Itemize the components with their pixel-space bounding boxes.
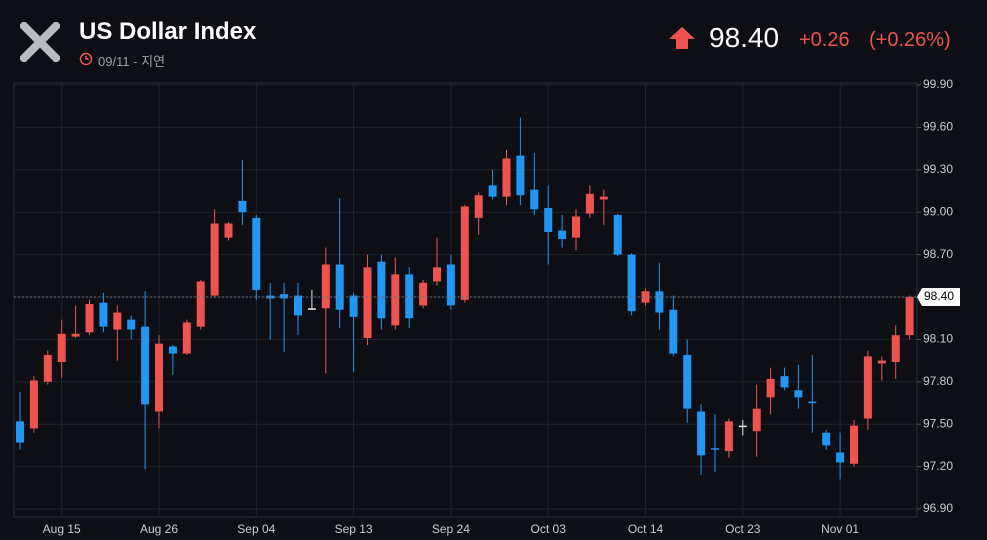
x-tick-label: Oct 23: [725, 522, 761, 536]
candle-body: [363, 267, 372, 338]
x-tick-label: Nov 01: [821, 522, 859, 536]
candle-body: [460, 206, 469, 300]
clock-icon: [79, 52, 93, 66]
candle-body: [891, 335, 900, 363]
y-tick-label: 98.10: [923, 332, 953, 346]
candle-body: [530, 189, 539, 210]
candle-body: [752, 408, 761, 432]
timestamp: 09/11 - 지연: [98, 54, 166, 69]
candle-body: [683, 354, 692, 409]
candle-body: [544, 207, 553, 232]
candle-body: [516, 155, 525, 196]
candle-body: [711, 448, 719, 450]
plot-frame: [13, 82, 918, 518]
candle-body: [182, 322, 191, 354]
candle-body: [905, 297, 914, 336]
candle-body: [391, 274, 400, 326]
candle-body: [738, 425, 747, 428]
x-tick-label: Oct 14: [628, 522, 664, 536]
candle-body: [29, 380, 38, 429]
x-tick-label: Aug 15: [43, 522, 81, 536]
candle-body: [697, 411, 706, 456]
candle-body: [127, 319, 136, 330]
candle-body: [113, 312, 122, 330]
candle-body: [155, 343, 163, 412]
candle-body: [210, 223, 219, 296]
last-price-tag: [917, 288, 960, 306]
candle-body: [808, 401, 817, 404]
header: US Dollar Index 09/11 - 지연 98.40 +0.26 (…: [0, 0, 987, 80]
y-tick-label: 99.60: [923, 120, 953, 134]
candle-body: [836, 452, 845, 463]
y-tick-label: 99.90: [923, 77, 953, 91]
candle-body: [877, 360, 886, 364]
candle-body: [349, 295, 358, 317]
candle-body: [474, 195, 483, 218]
y-tick-label: 99.00: [923, 204, 953, 218]
candle-body: [641, 291, 650, 303]
candle-body: [224, 223, 233, 238]
change-pct: (+0.26%): [869, 29, 951, 51]
y-tick-label: 98.70: [923, 247, 953, 261]
candle-body: [405, 274, 414, 319]
candle-body: [599, 196, 608, 200]
candle-body: [43, 354, 52, 382]
candle-body: [307, 308, 316, 310]
candle-body: [294, 295, 302, 316]
candle-body: [766, 378, 775, 398]
y-tick-label: 97.80: [923, 374, 953, 388]
change: +0.26: [799, 29, 850, 51]
candle-body: [168, 346, 177, 354]
candle-body: [558, 230, 567, 240]
candle-body: [57, 333, 66, 363]
candle-body: [488, 185, 497, 197]
candle-body: [446, 264, 455, 306]
y-tick-label: 97.50: [923, 416, 953, 430]
x-tick-label: Sep 04: [237, 522, 275, 536]
candle-body: [627, 254, 636, 312]
up-arrow: [669, 27, 695, 49]
candle-body: [377, 261, 386, 319]
candle-body: [85, 304, 94, 333]
candle-body: [502, 158, 511, 197]
candle-body: [335, 264, 344, 310]
candle-body: [71, 333, 80, 337]
candle-body: [99, 302, 108, 327]
y-tick-label: 97.20: [923, 459, 953, 473]
candle-body: [724, 421, 733, 452]
candle-body: [585, 193, 594, 214]
candle-body: [433, 267, 441, 282]
candle-body: [252, 217, 261, 290]
candle-body: [794, 390, 803, 398]
candle-body: [141, 326, 150, 405]
candle-body: [196, 281, 205, 327]
last-price-label: 98.40: [924, 289, 954, 303]
candle-body: [780, 376, 789, 388]
candle-body: [863, 356, 872, 419]
x-tick-label: Sep 13: [335, 522, 373, 536]
candle-body: [613, 215, 622, 255]
candle-body: [321, 264, 330, 309]
close-icon[interactable]: [20, 22, 60, 62]
x-tick-label: Oct 03: [531, 522, 567, 536]
x-tick-label: Aug 26: [140, 522, 178, 536]
title: US Dollar Index: [79, 18, 257, 45]
candle-body: [822, 432, 831, 446]
candle-body: [419, 282, 428, 306]
candle-body: [850, 425, 858, 464]
y-tick-label: 99.30: [923, 162, 953, 176]
candle-body: [16, 421, 24, 443]
price: 98.40: [709, 22, 780, 53]
x-tick-label: Sep 24: [432, 522, 470, 536]
y-tick-label: 96.90: [923, 501, 953, 515]
candle-body: [655, 291, 664, 313]
candle-body: [669, 309, 678, 354]
candle-body: [572, 216, 580, 238]
candle-body: [280, 294, 289, 299]
candle-body: [238, 200, 247, 213]
